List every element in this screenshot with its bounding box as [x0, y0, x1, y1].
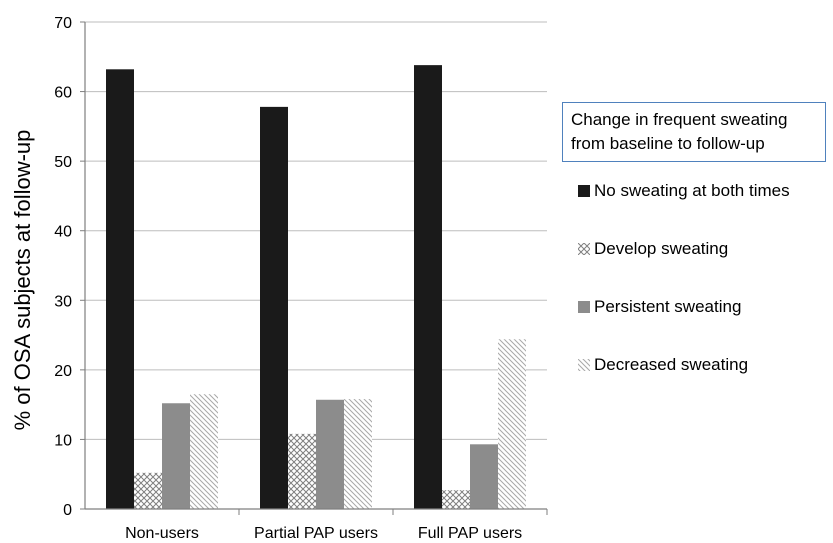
x-tick-label: Non-users [125, 525, 199, 542]
y-tick-label: 10 [54, 432, 72, 449]
bar-develop-sweating-full-pap-users [442, 490, 470, 509]
legend-label: Develop sweating [594, 239, 729, 258]
axes: 0 10 20 30 40 50 60 70 Non-users Partial PAP user… [54, 15, 548, 542]
legend-item: Develop sweating [578, 239, 728, 259]
legend-item: Persistent sweating [578, 297, 741, 317]
legend-swatch-fill [578, 301, 590, 313]
legend-item: No sweating at both times [578, 181, 790, 201]
legend-title: Change in frequent sweating from baselin… [571, 110, 788, 153]
legend-swatch-fill [578, 185, 590, 197]
legend-swatch [578, 301, 590, 313]
legend-title-box: Change in frequent sweating from baselin… [562, 102, 826, 162]
bar-develop-sweating-partial-pap-users [288, 433, 316, 509]
legend-swatch-fill [578, 359, 590, 371]
bars [106, 65, 526, 510]
bar-persistent-sweating-full-pap-users [470, 444, 498, 509]
y-tick-label: 30 [54, 293, 72, 310]
bar-persistent-sweating-partial-pap-users [316, 399, 344, 509]
y-tick-label: 20 [54, 363, 72, 380]
legend-swatch-fill [578, 243, 590, 255]
bar-decreased-sweating-partial-pap-users [344, 399, 372, 509]
y-tick-label: 70 [54, 15, 72, 32]
bar-no-sweating-at-both-times-full-pap-users [414, 65, 442, 510]
bar-develop-sweating-non-users [134, 472, 162, 509]
bar-decreased-sweating-full-pap-users [498, 339, 526, 509]
y-tick-label: 50 [54, 154, 72, 171]
legend-label: No sweating at both times [594, 181, 790, 200]
legend-swatch [578, 359, 590, 371]
y-tick-label: 60 [54, 85, 72, 102]
y-axis-label: % of OSA subjects at follow-up [10, 130, 35, 431]
legend-swatch [578, 243, 590, 255]
legend-item: Decreased sweating [578, 355, 748, 375]
bar-no-sweating-at-both-times-non-users [106, 69, 134, 510]
legend-swatch [578, 185, 590, 197]
bar-persistent-sweating-non-users [162, 403, 190, 509]
gridlines [85, 21, 547, 440]
bar-no-sweating-at-both-times-partial-pap-users [260, 106, 288, 510]
y-tick-label: 40 [54, 224, 72, 241]
x-tick-label: Partial PAP users [254, 525, 378, 542]
legend-label: Persistent sweating [594, 297, 742, 316]
legend-label: Decreased sweating [594, 355, 749, 374]
bar-decreased-sweating-non-users [190, 394, 218, 509]
x-tick-label: Full PAP users [418, 525, 522, 542]
y-tick-label: 0 [63, 502, 72, 519]
